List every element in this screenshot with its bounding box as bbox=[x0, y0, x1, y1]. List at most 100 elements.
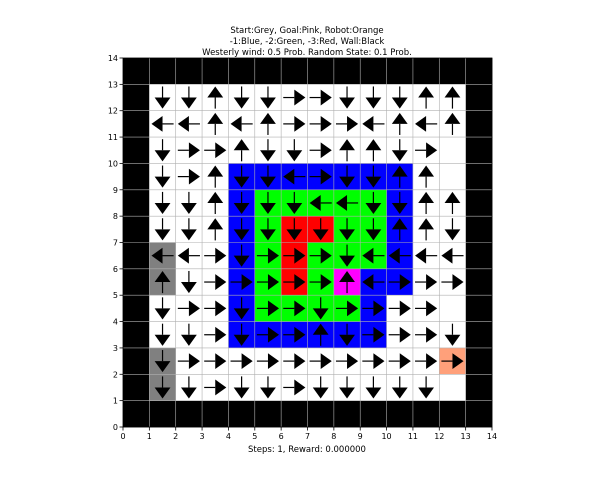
arrow-right-icon bbox=[283, 247, 306, 264]
arrow-up-icon bbox=[339, 270, 355, 294]
y-tick-label: 14 bbox=[108, 54, 118, 63]
arrow-down-icon bbox=[444, 218, 461, 241]
wall-cell bbox=[228, 58, 256, 85]
empty-cell bbox=[439, 137, 466, 164]
arrow-down-icon bbox=[233, 297, 250, 320]
title-line-3: Westerly wind: 0.5 Prob. Random State: 0… bbox=[202, 48, 412, 58]
arrow-down-icon bbox=[233, 218, 250, 241]
wall-cell bbox=[175, 400, 203, 428]
arrow-down-icon bbox=[365, 376, 382, 399]
arrow-right-icon bbox=[309, 89, 332, 106]
arrow-right-icon bbox=[204, 326, 227, 343]
arrow-right-icon bbox=[177, 142, 200, 159]
arrow-right-icon bbox=[441, 353, 464, 370]
arrow-down-icon bbox=[339, 86, 355, 109]
arrow-down-icon bbox=[233, 86, 250, 109]
arrow-right-icon bbox=[309, 247, 332, 264]
wall-cell bbox=[202, 400, 229, 428]
arrow-left-icon bbox=[177, 115, 200, 132]
wall-cell bbox=[386, 400, 414, 428]
arrow-right-icon bbox=[256, 274, 280, 290]
x-tick-label: 6 bbox=[279, 432, 284, 441]
arrow-up-icon bbox=[418, 218, 435, 241]
wall-cell bbox=[123, 84, 150, 112]
arrow-left-icon bbox=[467, 247, 490, 264]
arrow-right-icon bbox=[441, 274, 464, 290]
arrow-down-icon bbox=[180, 191, 197, 215]
arrow-up-icon bbox=[444, 112, 461, 135]
arrow-down-icon bbox=[365, 218, 382, 241]
arrow-left-icon bbox=[151, 247, 174, 264]
arrow-down-icon bbox=[339, 323, 355, 346]
wall-cell bbox=[123, 58, 150, 85]
x-tick-label: 13 bbox=[461, 432, 471, 441]
x-tick-label: 10 bbox=[381, 432, 391, 441]
arrow-up-icon bbox=[418, 165, 435, 188]
arrow-up-icon bbox=[154, 270, 171, 294]
x-tick-label: 1 bbox=[147, 432, 152, 441]
arrow-right-icon bbox=[283, 115, 306, 132]
wall-cell bbox=[465, 374, 493, 401]
arrow-up-icon bbox=[391, 218, 408, 241]
arrow-right-icon bbox=[256, 247, 280, 264]
arrow-left-icon bbox=[415, 115, 438, 132]
arrow-right-icon bbox=[204, 274, 227, 290]
wall-cell bbox=[123, 347, 150, 375]
x-tick-label: 4 bbox=[226, 432, 231, 441]
y-tick-label: 12 bbox=[108, 107, 118, 116]
wall-cell bbox=[360, 400, 387, 428]
arrow-right-icon bbox=[256, 326, 280, 343]
y-tick-label: 13 bbox=[108, 80, 118, 89]
arrow-down-icon bbox=[233, 323, 250, 346]
wall-cell bbox=[123, 242, 150, 270]
wall-cell bbox=[149, 58, 177, 85]
x-tick-label: 12 bbox=[434, 432, 444, 441]
arrow-down-icon bbox=[180, 86, 197, 109]
arrow-down-icon bbox=[365, 86, 382, 109]
arrow-left-icon bbox=[151, 115, 174, 132]
wall-cell bbox=[123, 189, 150, 217]
empty-cell bbox=[439, 295, 466, 322]
y-tick-label: 0 bbox=[113, 423, 118, 432]
arrow-down-icon bbox=[154, 139, 171, 162]
arrow-right-icon bbox=[309, 168, 332, 185]
y-tick-label: 9 bbox=[113, 186, 118, 195]
arrow-right-icon bbox=[204, 353, 227, 370]
y-tick-label: 1 bbox=[113, 397, 118, 406]
arrow-down-icon bbox=[233, 191, 250, 215]
arrow-up-icon bbox=[207, 165, 224, 188]
empty-cell bbox=[439, 163, 466, 191]
arrow-down-icon bbox=[154, 86, 171, 109]
arrow-right-icon bbox=[177, 353, 200, 370]
arrow-down-icon bbox=[444, 323, 461, 346]
arrow-right-icon bbox=[467, 300, 490, 317]
title-line-1: Start:Grey, Goal:Pink, Robot:Orange bbox=[230, 26, 383, 36]
wall-cell bbox=[333, 58, 361, 85]
arrow-right-icon bbox=[362, 300, 385, 317]
wall-cell bbox=[439, 58, 466, 85]
x-axis-label: Steps: 1, Reward: 0.000000 bbox=[248, 445, 366, 455]
wall-cell bbox=[465, 110, 493, 138]
y-tick-label: 8 bbox=[113, 212, 118, 221]
arrow-down-icon bbox=[154, 376, 171, 399]
arrow-right-icon bbox=[415, 142, 438, 159]
arrow-left-icon bbox=[230, 115, 253, 132]
wall-cell bbox=[149, 400, 177, 428]
wall-cell bbox=[465, 189, 493, 217]
wall-cell bbox=[123, 137, 150, 164]
arrow-down-icon bbox=[312, 297, 329, 320]
wall-cell bbox=[123, 321, 150, 349]
arrow-down-icon bbox=[233, 244, 250, 267]
arrow-down-icon bbox=[260, 139, 276, 162]
arrow-up-icon bbox=[444, 86, 461, 109]
arrow-left-icon bbox=[335, 195, 359, 211]
arrow-right-icon bbox=[256, 300, 280, 317]
arrow-down-icon bbox=[286, 218, 303, 241]
y-tick-label: 11 bbox=[108, 133, 118, 142]
arrow-left-icon bbox=[309, 195, 332, 211]
wall-cell bbox=[123, 163, 150, 191]
arrow-up-icon bbox=[207, 112, 224, 135]
arrow-up-icon bbox=[444, 191, 461, 215]
wall-cell bbox=[307, 58, 335, 85]
